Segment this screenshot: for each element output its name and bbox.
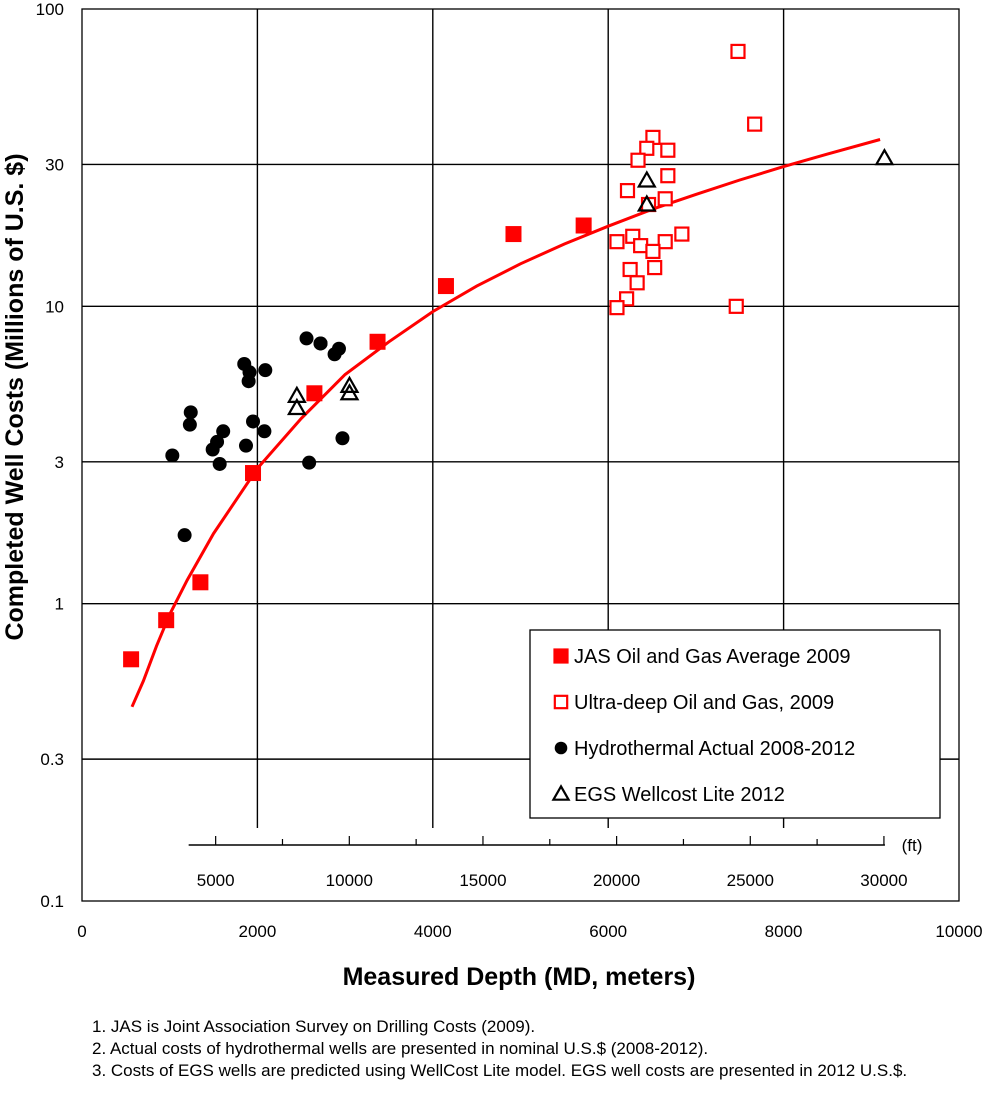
open-square-point — [622, 261, 638, 278]
filled-circle-point — [313, 336, 328, 351]
filled-circle-point — [331, 341, 346, 356]
filled-square-point — [158, 612, 175, 629]
open-square-point — [747, 116, 763, 132]
trend-line — [130, 138, 881, 708]
filled-circle-point — [242, 365, 257, 380]
secondary-x-tick-label: 5000 — [197, 871, 235, 890]
filled-square-point — [306, 385, 323, 402]
open-square-point — [619, 183, 636, 199]
open-square-point — [657, 191, 673, 207]
open-triangle-point — [636, 170, 657, 188]
filled-circle-point — [165, 448, 180, 463]
y-tick-label: 100 — [36, 0, 64, 19]
open-square-point — [647, 259, 663, 276]
open-triangle-point — [636, 194, 657, 212]
x-tick-label: 8000 — [765, 922, 803, 941]
secondary-x-tick-label: 10000 — [326, 871, 373, 890]
filled-circle-point — [257, 424, 272, 439]
filled-circle-point — [210, 434, 225, 449]
filled-square-point — [575, 217, 592, 234]
open-square-point — [645, 243, 661, 260]
open-square-point — [728, 298, 744, 314]
filled-square-point — [437, 278, 454, 295]
filled-circle-point — [238, 438, 253, 453]
open-square-point — [639, 140, 655, 156]
chart: 5000 10000 15000 20000 25000 30000(ft) 0.10.3… — [1, 0, 983, 991]
filled-circle-point — [299, 331, 314, 346]
filled-circle-point — [212, 456, 227, 471]
filled-circle-point — [182, 417, 197, 432]
open-triangle-point — [339, 375, 360, 394]
secondary-x-tick-label: 15000 — [459, 871, 506, 890]
x-axis-title: Measured Depth (MD, meters) — [343, 963, 696, 991]
open-square-point — [609, 234, 625, 250]
y-tick-label: 0.3 — [40, 750, 64, 769]
secondary-x-axis: 5000 10000 15000 20000 25000 30000 (ft) — [188, 836, 923, 890]
open-triangle-point — [339, 383, 360, 401]
trend-line-path — [130, 138, 881, 708]
filled-square-point — [505, 226, 522, 243]
filled-square-point — [123, 651, 140, 668]
open-triangle-point — [874, 147, 895, 166]
filled-circle-point — [258, 363, 273, 378]
secondary-x-tick-label: 25000 — [727, 871, 774, 890]
x-tick-label: 4000 — [414, 922, 452, 941]
y-tick-label: 30 — [45, 155, 64, 174]
open-square-point — [657, 234, 673, 250]
legend-label: Hydrothermal Actual 2008-2012 — [574, 738, 855, 760]
open-square-point — [629, 275, 645, 291]
legend-box — [529, 629, 941, 819]
open-square-point — [630, 152, 646, 168]
filled-circle-point — [183, 405, 198, 420]
legend-label: EGS Wellcost Lite 2012 — [574, 784, 785, 806]
filled-square-point — [369, 333, 386, 350]
secondary-x-tick-label: 30000 — [860, 871, 907, 890]
x-tick-label: 0 — [77, 922, 86, 941]
legend-label: JAS Oil and Gas Average 2009 — [574, 646, 850, 668]
filled-circle-point — [246, 414, 261, 429]
open-square-point — [730, 43, 746, 60]
filled-circle-point — [177, 528, 192, 543]
y-axis-title: Completed Well Costs (Millions of U.S. $… — [1, 153, 29, 640]
open-square-point — [660, 142, 676, 158]
y-tick-label: 0.1 — [40, 892, 64, 911]
filled-square-point — [245, 465, 262, 482]
plot-frame — [81, 8, 960, 902]
tick-labels: 0.1 0.3 1 3 10 30 100 0 2000 4000 6000 8000 10000 — [36, 0, 983, 941]
legend-marker — [551, 784, 571, 801]
open-square-point — [674, 226, 690, 242]
legend-marker — [553, 694, 569, 710]
footnote-1: 1. JAS is Joint Association Survey on Dr… — [92, 1017, 536, 1036]
filled-circle-point — [216, 424, 231, 439]
legend-marker — [553, 648, 569, 664]
y-tick-label: 1 — [55, 595, 64, 614]
open-square-point — [609, 300, 625, 316]
legend-marker — [554, 741, 568, 755]
y-tick-label: 3 — [55, 453, 64, 472]
filled-square-point — [192, 574, 209, 591]
footnote-2: 2. Actual costs of hydrothermal wells ar… — [92, 1039, 709, 1058]
footnote-3: 3. Costs of EGS wells are predicted usin… — [92, 1061, 908, 1080]
y-tick-label: 10 — [45, 297, 64, 316]
x-tick-label: 6000 — [589, 922, 627, 941]
x-tick-label: 2000 — [238, 922, 276, 941]
filled-circle-point — [335, 431, 350, 446]
data-markers — [123, 43, 895, 668]
open-triangle-point — [286, 397, 307, 416]
secondary-axis-unit-label: (ft) — [902, 836, 923, 855]
legend-label: Ultra-deep Oil and Gas, 2009 — [574, 692, 834, 714]
filled-circle-point — [302, 455, 317, 470]
secondary-x-tick-label: 20000 — [593, 871, 640, 890]
x-tick-label: 10000 — [935, 922, 982, 941]
open-square-point — [633, 238, 649, 254]
legend: JAS Oil and Gas Average 2009 Ultra-deep O… — [529, 629, 941, 819]
footnotes: 1. JAS is Joint Association Survey on Dr… — [92, 1016, 972, 1082]
open-square-point — [660, 168, 676, 184]
